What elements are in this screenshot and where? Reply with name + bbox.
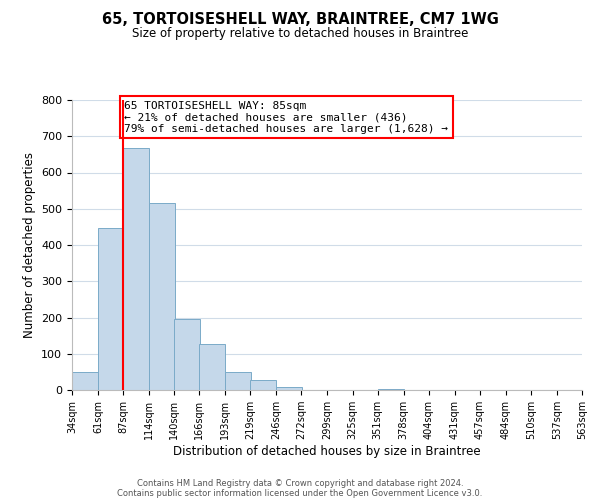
Text: 65, TORTOISESHELL WAY, BRAINTREE, CM7 1WG: 65, TORTOISESHELL WAY, BRAINTREE, CM7 1W… [101, 12, 499, 28]
Text: Contains HM Land Registry data © Crown copyright and database right 2024.: Contains HM Land Registry data © Crown c… [137, 478, 463, 488]
Text: Size of property relative to detached houses in Braintree: Size of property relative to detached ho… [132, 28, 468, 40]
Bar [377, 389, 404, 390]
Bar [174, 318, 200, 390]
X-axis label: Distribution of detached houses by size in Braintree: Distribution of detached houses by size … [173, 445, 481, 458]
Y-axis label: Number of detached properties: Number of detached properties [23, 152, 35, 338]
Bar [199, 344, 225, 390]
Bar [123, 148, 149, 390]
Bar [98, 228, 124, 390]
Text: Contains public sector information licensed under the Open Government Licence v3: Contains public sector information licen… [118, 488, 482, 498]
Bar [72, 372, 98, 390]
Bar [250, 380, 277, 390]
Bar [225, 372, 251, 390]
Bar [277, 387, 302, 390]
Text: 65 TORTOISESHELL WAY: 85sqm
← 21% of detached houses are smaller (436)
79% of se: 65 TORTOISESHELL WAY: 85sqm ← 21% of det… [124, 100, 448, 134]
Bar [149, 204, 175, 390]
